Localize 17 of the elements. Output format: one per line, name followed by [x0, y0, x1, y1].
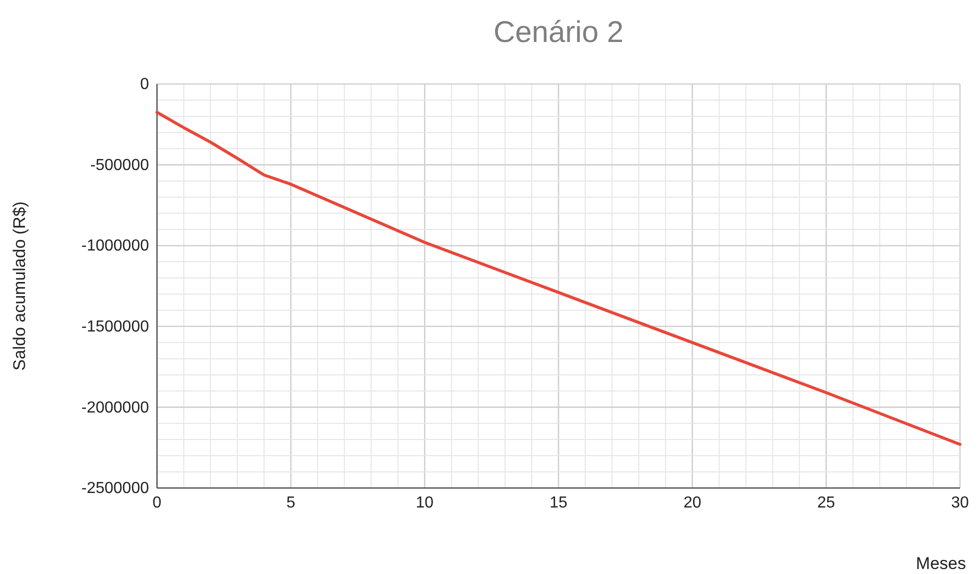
y-tick-label: -2000000: [81, 399, 150, 416]
chart-title: Cenário 2: [493, 16, 624, 49]
x-axis-title: Meses: [916, 554, 966, 573]
y-tick-label: -500000: [90, 156, 150, 174]
x-tick-label: 25: [817, 494, 836, 512]
line-series: [156, 110, 962, 446]
x-tick-label: 10: [416, 494, 434, 512]
x-tick-label: 30: [951, 494, 969, 512]
x-tick-label: 20: [683, 494, 702, 512]
y-axis-title: Saldo acumulado (R$): [10, 201, 29, 371]
x-tick-label: 0: [152, 494, 162, 512]
y-tick-label: -1000000: [81, 238, 150, 255]
y-tick-label: -2500000: [81, 480, 150, 498]
x-tick-label: 15: [550, 494, 568, 512]
x-tick-label: 5: [286, 494, 296, 512]
y-tick-label: 0: [140, 76, 150, 94]
y-tick-label: -1500000: [81, 318, 150, 336]
